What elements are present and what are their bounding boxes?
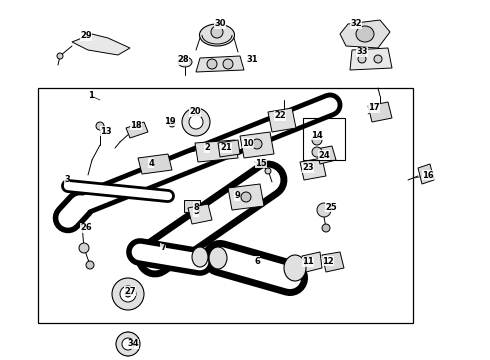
Circle shape — [122, 338, 134, 350]
Polygon shape — [196, 56, 244, 72]
Polygon shape — [72, 34, 130, 55]
Bar — [184, 200, 200, 212]
Ellipse shape — [192, 247, 208, 267]
Text: 16: 16 — [422, 171, 434, 180]
Circle shape — [322, 224, 330, 232]
Polygon shape — [316, 146, 336, 164]
Text: 32: 32 — [350, 19, 362, 28]
Bar — [303, 118, 345, 160]
Circle shape — [182, 108, 210, 136]
Text: 22: 22 — [274, 112, 286, 121]
Text: 25: 25 — [325, 202, 337, 211]
Polygon shape — [240, 132, 274, 158]
Polygon shape — [340, 20, 390, 48]
Polygon shape — [118, 332, 138, 356]
Circle shape — [223, 59, 233, 69]
Text: 13: 13 — [100, 126, 112, 135]
Circle shape — [86, 261, 94, 269]
Text: 28: 28 — [177, 55, 189, 64]
Text: 33: 33 — [356, 48, 368, 57]
Polygon shape — [350, 48, 392, 70]
Polygon shape — [302, 252, 322, 272]
Polygon shape — [188, 204, 212, 224]
Circle shape — [252, 139, 262, 149]
Text: 17: 17 — [368, 104, 380, 112]
Text: 23: 23 — [302, 163, 314, 172]
Polygon shape — [418, 164, 434, 184]
Circle shape — [265, 168, 271, 174]
Text: 30: 30 — [214, 19, 226, 28]
Text: 3: 3 — [64, 175, 70, 184]
Polygon shape — [268, 108, 296, 132]
Text: 34: 34 — [127, 339, 139, 348]
Circle shape — [207, 59, 217, 69]
Text: 6: 6 — [254, 256, 260, 266]
Circle shape — [116, 332, 140, 356]
Circle shape — [189, 115, 203, 129]
Polygon shape — [300, 158, 326, 180]
Circle shape — [57, 53, 63, 59]
Circle shape — [317, 203, 331, 217]
Text: 2: 2 — [204, 144, 210, 153]
Bar — [38, 88, 413, 323]
Ellipse shape — [284, 255, 306, 281]
Text: 15: 15 — [255, 158, 267, 167]
Polygon shape — [138, 154, 172, 174]
Circle shape — [125, 291, 131, 297]
Text: 31: 31 — [246, 54, 258, 63]
Text: 24: 24 — [318, 150, 330, 159]
Polygon shape — [228, 184, 264, 210]
Circle shape — [120, 286, 136, 302]
Text: 14: 14 — [311, 130, 323, 139]
Circle shape — [169, 121, 175, 127]
Circle shape — [79, 243, 89, 253]
Ellipse shape — [178, 57, 192, 67]
Text: 12: 12 — [322, 256, 334, 266]
Text: 5: 5 — [193, 207, 199, 216]
Text: 1: 1 — [88, 91, 94, 100]
Text: 8: 8 — [193, 202, 199, 211]
Text: 20: 20 — [189, 108, 201, 117]
Polygon shape — [368, 102, 392, 122]
Text: 19: 19 — [164, 117, 176, 126]
Circle shape — [358, 55, 366, 63]
Text: 21: 21 — [220, 144, 232, 153]
Circle shape — [374, 55, 382, 63]
Text: 9: 9 — [234, 192, 240, 201]
Circle shape — [112, 278, 144, 310]
Ellipse shape — [209, 247, 227, 269]
Ellipse shape — [356, 26, 374, 42]
Polygon shape — [126, 122, 148, 138]
Text: 4: 4 — [148, 158, 154, 167]
Text: 29: 29 — [80, 31, 92, 40]
Ellipse shape — [199, 24, 235, 46]
Text: 27: 27 — [124, 287, 136, 296]
Text: 11: 11 — [302, 257, 314, 266]
Text: 10: 10 — [242, 139, 254, 148]
Text: 26: 26 — [80, 224, 92, 233]
Circle shape — [312, 147, 322, 157]
Polygon shape — [322, 252, 344, 272]
Circle shape — [96, 122, 104, 130]
Circle shape — [312, 135, 322, 145]
Text: 18: 18 — [130, 121, 142, 130]
Circle shape — [241, 192, 251, 202]
Polygon shape — [195, 140, 238, 162]
Circle shape — [211, 26, 223, 38]
Polygon shape — [218, 140, 240, 157]
Text: 7: 7 — [160, 243, 166, 252]
